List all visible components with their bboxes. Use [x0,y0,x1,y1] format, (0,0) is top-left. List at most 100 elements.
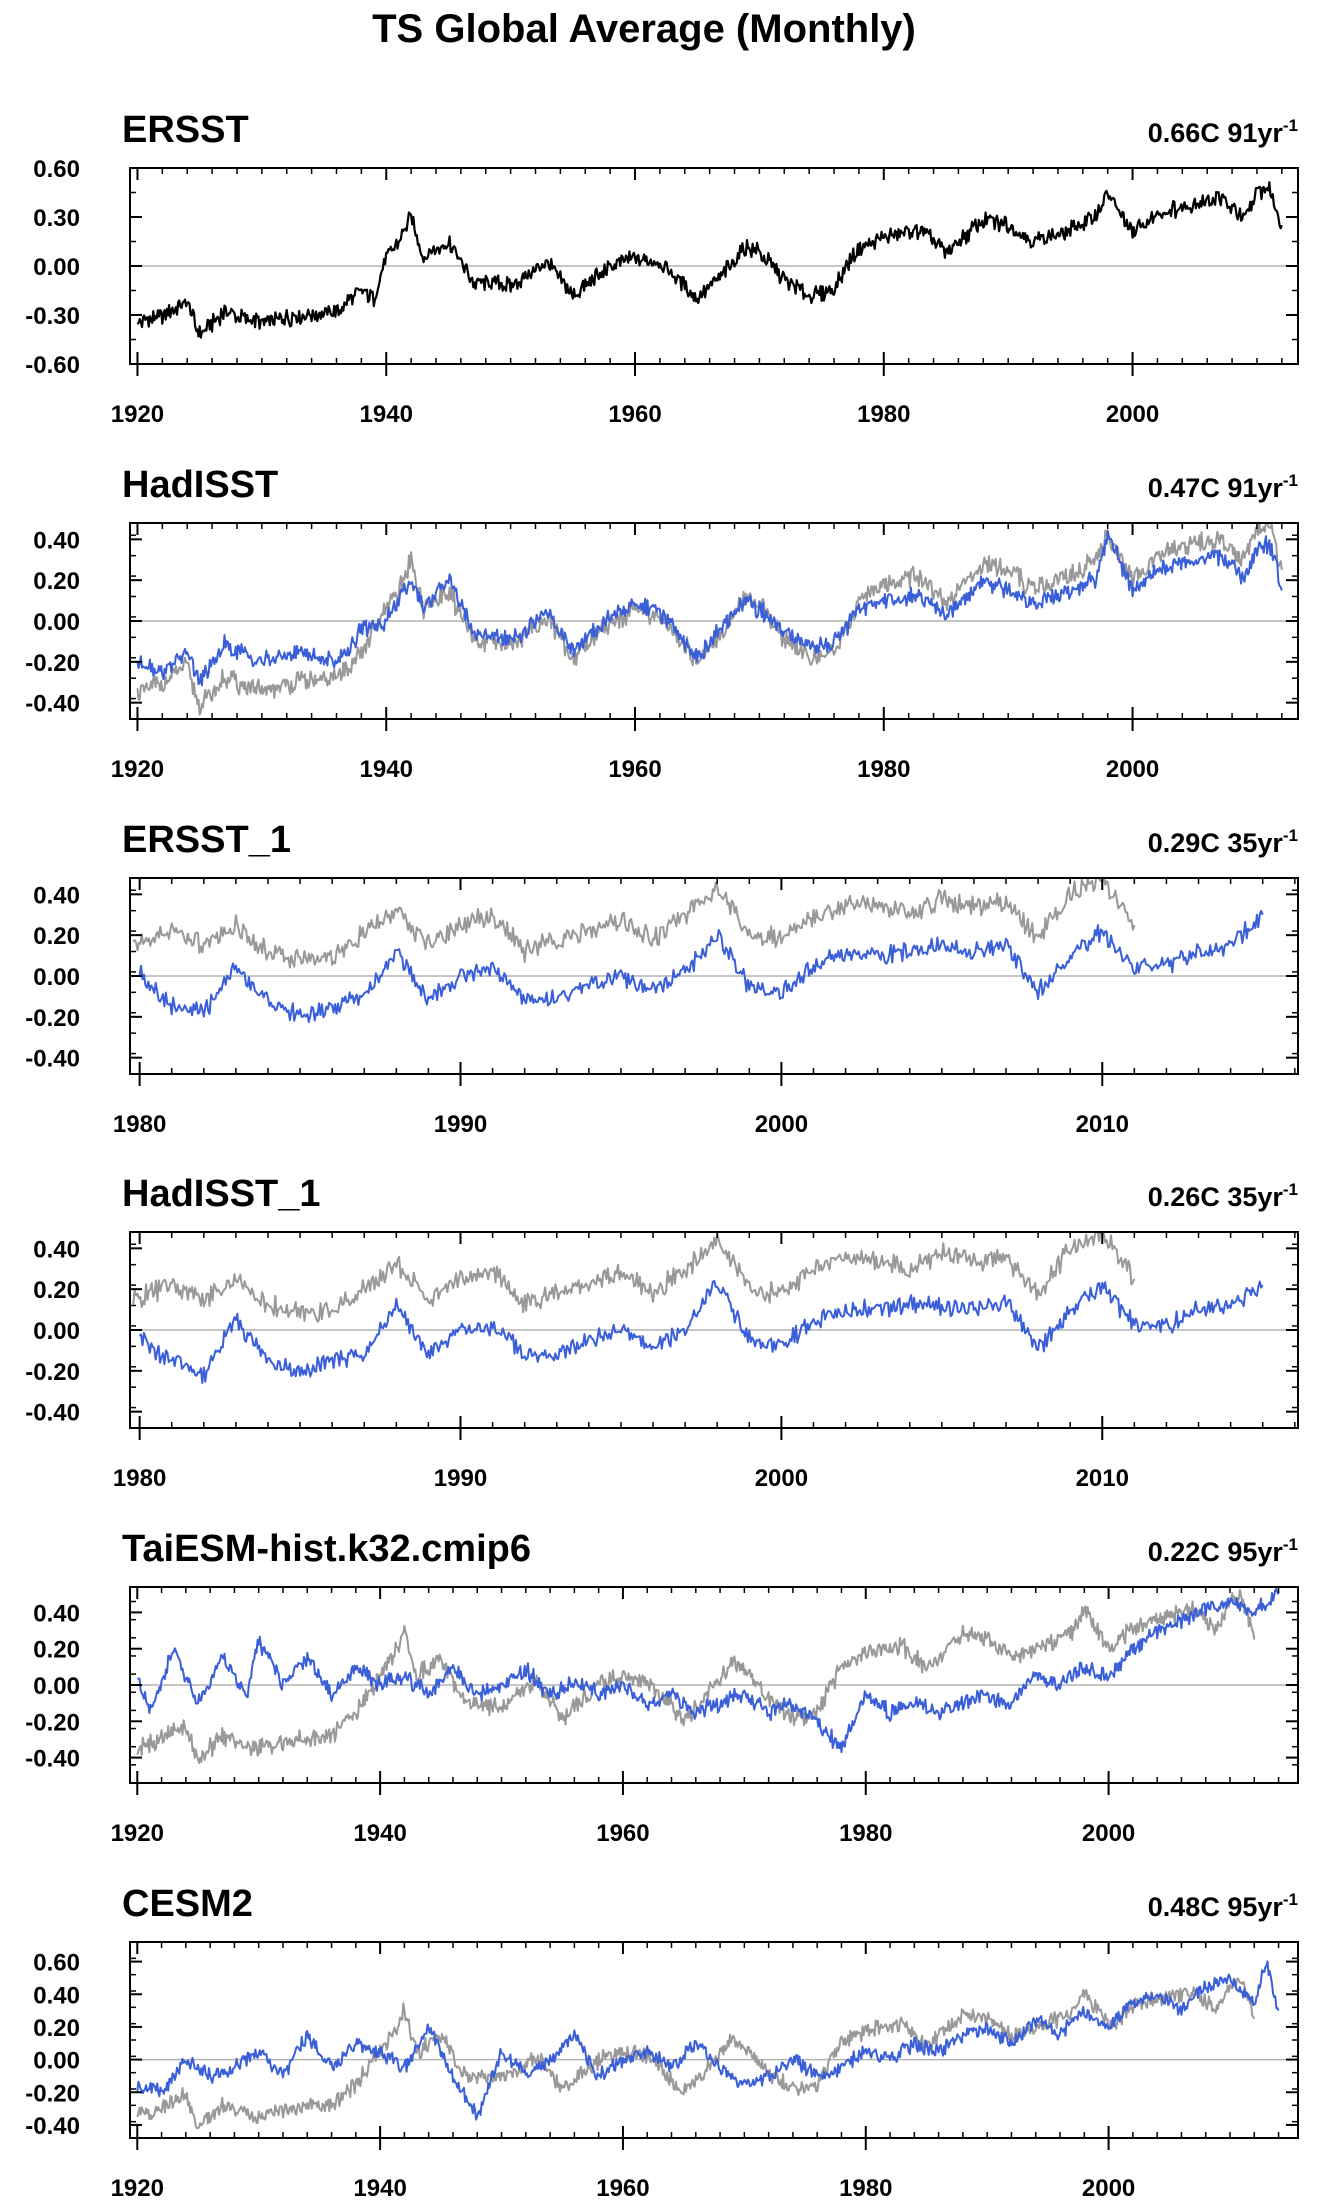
y-tick-label: 0.40 [33,527,80,554]
trend-value: 0.26C 35yr [1148,1182,1284,1212]
y-tick-label: 0.00 [33,964,80,991]
y-tick-label: 0.00 [33,1318,80,1345]
y-tick-label: 0.40 [33,1982,80,2009]
y-tick-label: -0.40 [25,2113,80,2140]
y-tick-label: 0.40 [33,1600,80,1627]
y-tick-label: -0.40 [25,1746,80,1773]
y-tick-label: -0.20 [25,2080,80,2107]
y-tick-label: 0.00 [33,2048,80,2075]
panel-title: CESM2 [122,1883,253,1925]
x-tick-label: 1980 [113,1111,166,1138]
y-tick-label: 0.60 [33,1950,80,1977]
y-tick-label: -0.20 [25,1359,80,1386]
x-tick-label: 2000 [1082,2175,1135,2202]
series-line-model [138,1279,1264,1384]
panel-4: TaiESM-hist.k32.cmip6 0.22C 95yr-1 0.40 0.2… [25,1528,1299,1847]
x-tick-label: 1940 [360,756,413,783]
series-line-observed [136,1977,1256,2130]
x-tick-label: 2010 [1076,1111,1129,1138]
trend-exponent: -1 [1283,1535,1298,1554]
trend-label: 0.47C 91yr-1 [1148,471,1298,503]
trend-value: 0.29C 35yr [1148,828,1284,858]
y-tick-label: -0.40 [25,1046,80,1073]
x-tick-label: 2010 [1076,1465,1129,1492]
x-tick-label: 1940 [360,401,413,428]
trend-exponent: -1 [1283,1890,1298,1909]
panel-title: HadISST_1 [122,1173,321,1215]
y-tick-label: 0.20 [33,568,80,595]
y-tick-label: 0.00 [33,609,80,636]
x-tick-label: 1920 [111,2175,164,2202]
y-tick-label: 0.20 [33,923,80,950]
x-tick-label: 1980 [839,2175,892,2202]
x-tick-label: 2000 [1106,401,1159,428]
x-tick-label: 1920 [111,1820,164,1847]
series-line-model [136,1960,1280,2121]
y-tick-label: -0.40 [25,691,80,718]
y-tick-label: 0.00 [33,254,80,281]
y-tick-label: 0.60 [33,156,80,183]
trend-exponent: -1 [1283,1180,1298,1199]
x-tick-label: 2000 [755,1111,808,1138]
trend-exponent: -1 [1283,116,1298,135]
y-tick-label: 0.40 [33,1236,80,1263]
trend-value: 0.22C 95yr [1148,1537,1284,1567]
panel-title: ERSST_1 [122,819,291,861]
series-line-observed [132,1232,1136,1323]
panel-1: HadISST 0.47C 91yr-1 0.40 0.20 0.00 -0.20 -0.4… [25,464,1299,783]
x-tick-label: 1940 [353,1820,406,1847]
trend-label: 0.66C 91yr-1 [1148,116,1298,148]
x-tick-label: 2000 [1106,756,1159,783]
x-tick-label: 1920 [111,401,164,428]
x-tick-label: 1940 [353,2175,406,2202]
panel-title: TaiESM-hist.k32.cmip6 [122,1528,531,1570]
trend-value: 0.47C 91yr [1148,473,1284,503]
y-tick-label: -0.60 [25,352,80,379]
panel-2: ERSST_1 0.29C 35yr-1 0.40 0.20 0.00 -0.20 -0.4… [25,819,1299,1138]
panel-0: ERSST 0.66C 91yr-1 0.60 0.30 0.00 -0.30 -0.60 1… [25,109,1299,428]
y-tick-label: -0.30 [25,303,80,330]
x-tick-label: 1990 [434,1111,487,1138]
x-tick-label: 1990 [434,1465,487,1492]
y-tick-label: -0.20 [25,650,80,677]
x-tick-label: 1920 [111,756,164,783]
series-line-model [136,530,1283,687]
panel-title: HadISST [122,464,278,506]
x-tick-label: 1960 [596,1820,649,1847]
series-line-observed [136,1588,1256,1765]
x-tick-label: 1960 [608,756,661,783]
x-tick-label: 1980 [857,401,910,428]
y-tick-label: -0.20 [25,1005,80,1032]
y-tick-label: -0.20 [25,1709,80,1736]
series-line-observed_black [136,181,1283,339]
x-tick-label: 2000 [1082,1820,1135,1847]
panel-5: CESM2 0.48C 95yr-1 0.60 0.40 0.20 0.00 -0.20 -0… [25,1883,1299,2202]
panel-title: ERSST [122,109,249,151]
series-line-model [138,909,1264,1023]
x-tick-label: 1960 [596,2175,649,2202]
panel-3: HadISST_1 0.26C 35yr-1 0.40 0.20 0.00 -0.20 -0… [25,1173,1299,1492]
trend-value: 0.66C 91yr [1148,118,1284,148]
x-tick-label: 1980 [113,1465,166,1492]
x-tick-label: 1960 [608,401,661,428]
x-tick-label: 1980 [857,756,910,783]
series-line-model [137,1587,1280,1754]
trend-exponent: -1 [1283,826,1298,845]
y-tick-label: 0.30 [33,205,80,232]
trend-label: 0.48C 95yr-1 [1148,1890,1298,1922]
y-tick-label: -0.40 [25,1400,80,1427]
trend-label: 0.26C 35yr-1 [1148,1180,1298,1212]
y-tick-label: 0.20 [33,1637,80,1664]
series-line-observed [132,878,1136,969]
trend-label: 0.29C 35yr-1 [1148,826,1298,858]
y-tick-label: 0.00 [33,1673,80,1700]
series-line-observed [136,523,1283,716]
x-tick-label: 1980 [839,1820,892,1847]
trend-label: 0.22C 95yr-1 [1148,1535,1298,1567]
figure-title: TS Global Average (Monthly) [372,7,916,51]
trend-value: 0.48C 95yr [1148,1892,1284,1922]
y-tick-label: 0.20 [33,1277,80,1304]
x-tick-label: 2000 [755,1465,808,1492]
y-tick-label: 0.40 [33,882,80,909]
